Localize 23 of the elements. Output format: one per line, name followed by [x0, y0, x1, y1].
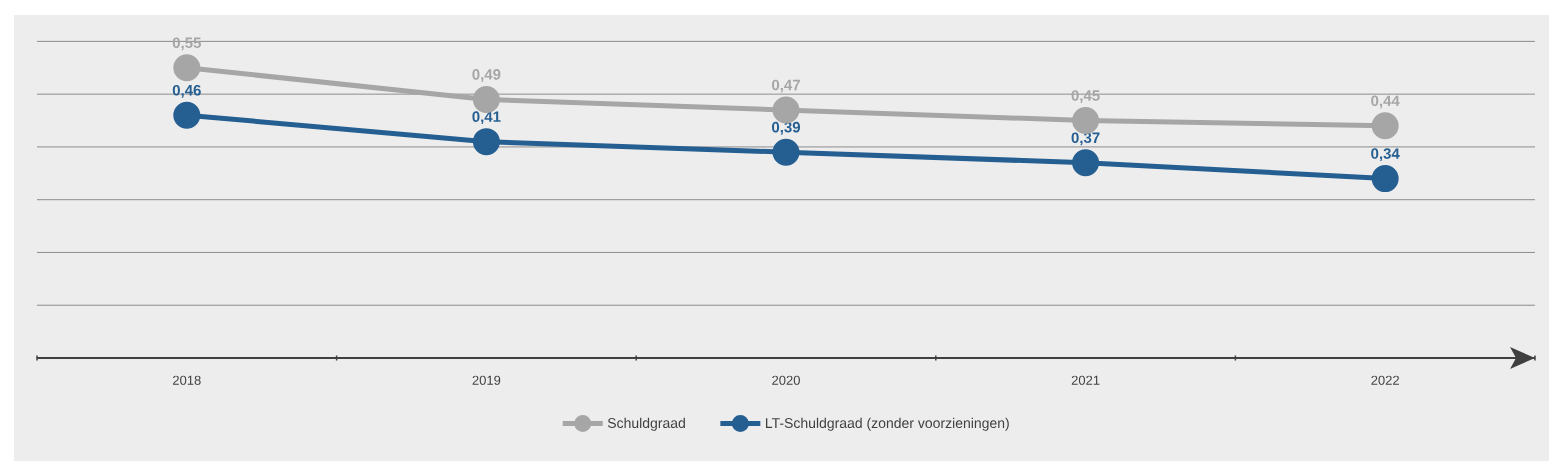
data-label: 0,49 [472, 69, 501, 82]
point [173, 54, 201, 82]
point [1072, 149, 1100, 177]
data-label: 0,46 [172, 84, 201, 98]
x-tick-label: 2021 [1071, 375, 1100, 385]
x-tick-label: 2018 [173, 375, 201, 385]
point [1371, 112, 1399, 140]
x-tick-label: 2020 [772, 375, 800, 385]
data-label: 0,37 [1071, 132, 1100, 146]
point [1371, 165, 1399, 193]
x-tick-label: 2019 [472, 375, 501, 385]
data-label: 0,34 [1371, 148, 1400, 162]
x-tick-label: 2022 [1371, 375, 1399, 385]
data-label: 0,47 [771, 79, 800, 93]
legend-label: LT-Schuldgraad (zonder voorzieningen) [766, 417, 1009, 431]
point [472, 128, 500, 156]
data-label: 0,41 [472, 111, 501, 125]
point [772, 138, 800, 166]
legend-label: Schuldgraad [607, 417, 685, 431]
point [472, 85, 500, 113]
data-label: 0,44 [1371, 95, 1400, 109]
point [173, 101, 201, 129]
data-label: 0,39 [771, 121, 801, 135]
